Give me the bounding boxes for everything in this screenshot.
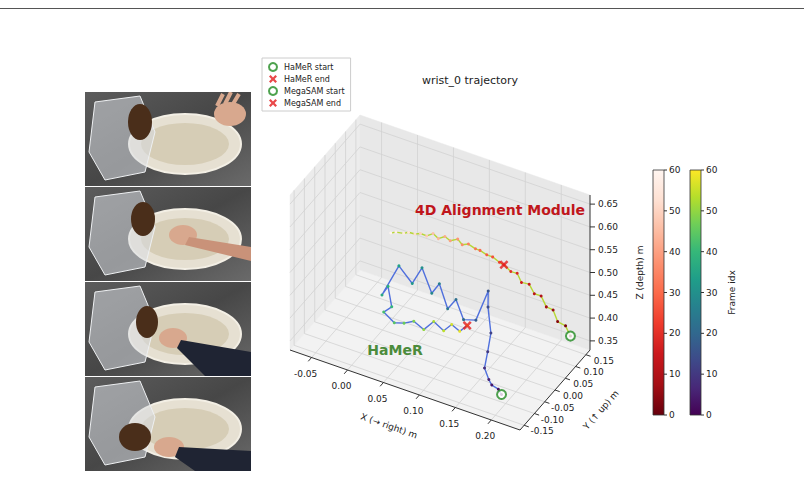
svg-text:0.10: 0.10 xyxy=(584,367,604,377)
svg-text:0.05: 0.05 xyxy=(573,379,593,389)
svg-text:HaMeR: HaMeR xyxy=(367,342,423,358)
svg-text:0.55: 0.55 xyxy=(598,245,618,255)
svg-text:-0.10: -0.10 xyxy=(541,415,565,425)
svg-text:0: 0 xyxy=(706,410,712,420)
svg-text:Frame idx: Frame idx xyxy=(727,270,737,315)
svg-text:Y (↑ up) m: Y (↑ up) m xyxy=(581,388,621,432)
svg-text:20: 20 xyxy=(706,328,718,338)
svg-text:0.20: 0.20 xyxy=(475,431,495,441)
svg-text:HaMeR end: HaMeR end xyxy=(284,75,330,84)
svg-text:0.05: 0.05 xyxy=(367,394,387,404)
svg-text:0.40: 0.40 xyxy=(598,313,618,323)
svg-text:60: 60 xyxy=(669,165,681,175)
svg-text:30: 30 xyxy=(706,288,718,298)
svg-text:0.00: 0.00 xyxy=(563,391,583,401)
svg-text:0.50: 0.50 xyxy=(598,268,618,278)
svg-text:0.00: 0.00 xyxy=(331,381,351,391)
svg-text:-0.05: -0.05 xyxy=(294,369,317,379)
svg-text:0.15: 0.15 xyxy=(594,356,614,366)
svg-text:0.60: 0.60 xyxy=(598,222,618,232)
svg-text:50: 50 xyxy=(669,206,681,216)
svg-text:60: 60 xyxy=(706,165,718,175)
svg-text:0.65: 0.65 xyxy=(598,199,618,209)
svg-text:Z (depth) m: Z (depth) m xyxy=(635,246,645,300)
svg-text:-0.05: -0.05 xyxy=(551,403,574,413)
svg-text:30: 30 xyxy=(669,288,681,298)
svg-text:40: 40 xyxy=(706,247,718,257)
svg-text:10: 10 xyxy=(706,369,718,379)
svg-text:50: 50 xyxy=(706,206,718,216)
svg-text:MegaSAM end: MegaSAM end xyxy=(284,99,341,108)
svg-text:0.10: 0.10 xyxy=(403,406,423,416)
svg-text:0.45: 0.45 xyxy=(598,290,618,300)
svg-text:0: 0 xyxy=(669,410,675,420)
svg-text:X (→ right) m: X (→ right) m xyxy=(359,412,418,441)
svg-text:40: 40 xyxy=(669,247,681,257)
svg-text:wrist_0 trajectory: wrist_0 trajectory xyxy=(422,74,519,87)
svg-text:-0.15: -0.15 xyxy=(530,426,553,436)
svg-text:20: 20 xyxy=(669,328,681,338)
svg-text:10: 10 xyxy=(669,369,681,379)
svg-text:MegaSAM start: MegaSAM start xyxy=(284,87,345,96)
svg-text:4D Alignment Module: 4D Alignment Module xyxy=(415,202,585,218)
svg-text:0.15: 0.15 xyxy=(439,419,459,429)
svg-text:0.35: 0.35 xyxy=(598,336,618,346)
svg-text:HaMeR start: HaMeR start xyxy=(284,63,333,72)
